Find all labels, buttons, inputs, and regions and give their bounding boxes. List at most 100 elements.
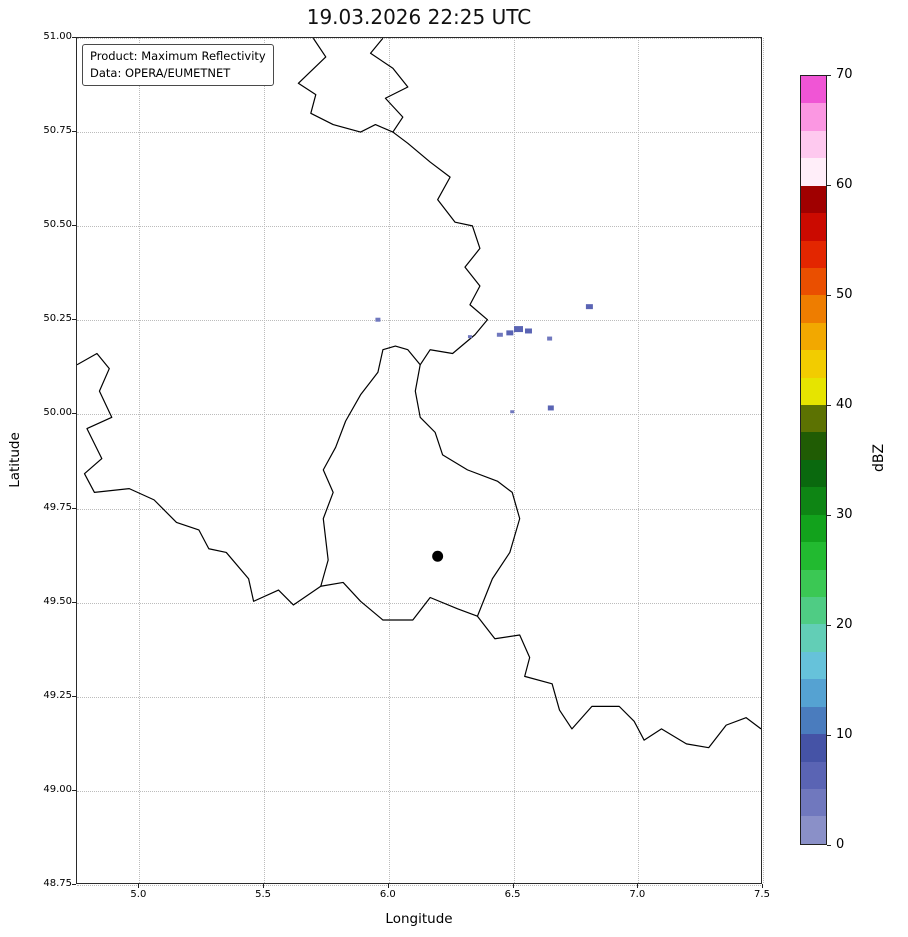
colorbar-tick-label: 10 <box>836 727 853 742</box>
y-tick-label: 49.25 <box>43 689 72 701</box>
colorbar-segment <box>801 103 826 131</box>
radar-echo-pixel <box>506 330 514 336</box>
colorbar-tick-label: 70 <box>836 67 853 82</box>
gridline-horizontal <box>77 790 761 792</box>
gridline-horizontal <box>77 414 761 416</box>
y-tick-mark <box>72 413 76 415</box>
gridline-horizontal <box>77 38 761 39</box>
gridline-vertical <box>264 38 266 883</box>
colorbar-segment <box>801 514 826 543</box>
colorbar-segment <box>801 651 826 680</box>
x-tick-label: 5.5 <box>255 889 272 900</box>
colorbar-tick-mark <box>827 185 831 186</box>
colorbar <box>800 75 827 845</box>
y-tick-label: 49.00 <box>43 783 72 795</box>
country-border <box>369 38 409 133</box>
colorbar-segment <box>801 295 826 323</box>
gridline-vertical <box>763 38 764 883</box>
radar-echo-pixel <box>547 405 554 411</box>
radar-echo-pixel <box>375 317 381 322</box>
colorbar-tick-label: 40 <box>836 397 853 412</box>
colorbar-segment <box>801 459 826 488</box>
colorbar-segment <box>801 487 826 515</box>
x-tick-mark <box>138 884 140 888</box>
colorbar-tick-mark <box>827 845 831 846</box>
country-border <box>476 615 761 749</box>
annotation-source-line: Data: OPERA/EUMETNET <box>90 65 231 80</box>
x-tick-mark <box>762 884 763 888</box>
colorbar-segment <box>801 158 826 186</box>
y-axis-label: Latitude <box>7 432 23 488</box>
plot-title: 19.03.2026 22:25 UTC <box>306 5 532 29</box>
colorbar-segment <box>801 267 826 296</box>
colorbar-tick-label: 50 <box>836 287 853 302</box>
radar-echo-pixel <box>514 326 523 333</box>
y-tick-mark <box>72 131 76 133</box>
y-tick-mark <box>72 601 76 603</box>
colorbar-segment <box>801 130 826 159</box>
colorbar-tick-label: 60 <box>836 177 853 192</box>
colorbar-segment <box>801 679 826 707</box>
gridline-vertical <box>638 38 640 883</box>
x-axis-label: Longitude <box>385 911 453 927</box>
radar-echo-pixel <box>510 410 515 414</box>
gridline-vertical <box>388 38 390 883</box>
colorbar-tick-mark <box>827 625 831 626</box>
y-tick-label: 50.25 <box>43 313 72 325</box>
y-tick-label: 51.00 <box>43 31 72 42</box>
gridline-horizontal <box>77 696 761 698</box>
y-tick-label: 49.50 <box>43 595 72 607</box>
gridline-horizontal <box>77 132 761 134</box>
colorbar-tick-label: 30 <box>836 507 853 522</box>
colorbar-segment <box>801 597 826 625</box>
colorbar-tick-mark <box>827 735 831 736</box>
radar-site-marker <box>432 550 444 562</box>
colorbar-tick-mark <box>827 405 831 406</box>
colorbar-segment <box>801 761 826 789</box>
gridline-horizontal <box>77 508 761 510</box>
colorbar-segment <box>801 734 826 762</box>
y-tick-mark <box>72 225 76 227</box>
colorbar-segment <box>801 240 826 268</box>
country-border <box>392 131 488 366</box>
country-border <box>77 352 322 606</box>
colorbar-segment <box>801 542 826 570</box>
y-tick-label: 48.75 <box>43 878 72 889</box>
colorbar-label: dBZ <box>871 443 887 473</box>
country-border <box>297 38 394 133</box>
x-tick-mark <box>387 884 389 888</box>
gridline-horizontal <box>77 885 761 886</box>
product-annotation-box: Product: Maximum Reflectivity Data: OPER… <box>82 44 274 87</box>
colorbar-segment <box>801 377 826 406</box>
colorbar-segment <box>801 788 826 817</box>
x-tick-label: 5.0 <box>130 889 147 900</box>
y-tick-mark <box>72 884 76 885</box>
radar-echo-pixel <box>585 304 593 310</box>
colorbar-tick-mark <box>827 515 831 516</box>
gridline-vertical <box>139 38 141 883</box>
y-tick-label: 50.00 <box>43 407 72 419</box>
y-tick-label: 49.75 <box>43 501 72 513</box>
x-tick-label: 7.5 <box>754 889 770 900</box>
radar-echo-pixel <box>467 335 472 339</box>
colorbar-segment <box>801 706 826 735</box>
x-tick-label: 7.0 <box>629 889 646 900</box>
y-tick-mark <box>72 789 76 791</box>
gridline-horizontal <box>77 320 761 322</box>
colorbar-segment <box>801 213 826 241</box>
map-plot-area: Product: Maximum Reflectivity Data: OPER… <box>76 37 764 886</box>
colorbar-segment <box>801 432 826 460</box>
x-tick-label: 6.5 <box>504 889 521 900</box>
x-tick-label: 6.0 <box>379 889 396 900</box>
y-tick-mark <box>72 37 76 38</box>
y-tick-mark <box>72 319 76 321</box>
colorbar-tick-mark <box>827 295 831 296</box>
annotation-product-line: Product: Maximum Reflectivity <box>90 49 266 63</box>
x-tick-mark <box>637 884 639 888</box>
y-tick-mark <box>72 695 76 697</box>
map-canvas <box>77 38 761 749</box>
colorbar-segment <box>801 405 826 433</box>
x-tick-mark <box>512 884 514 888</box>
colorbar-segment <box>801 624 826 652</box>
